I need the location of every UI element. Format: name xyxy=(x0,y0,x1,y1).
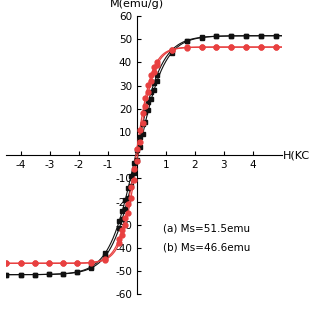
Text: (a) Ms=51.5emu: (a) Ms=51.5emu xyxy=(163,224,250,234)
Text: H(KC: H(KC xyxy=(283,150,310,160)
Text: (b) Ms=46.6emu: (b) Ms=46.6emu xyxy=(163,242,250,252)
Text: M(emu/g): M(emu/g) xyxy=(110,0,164,9)
